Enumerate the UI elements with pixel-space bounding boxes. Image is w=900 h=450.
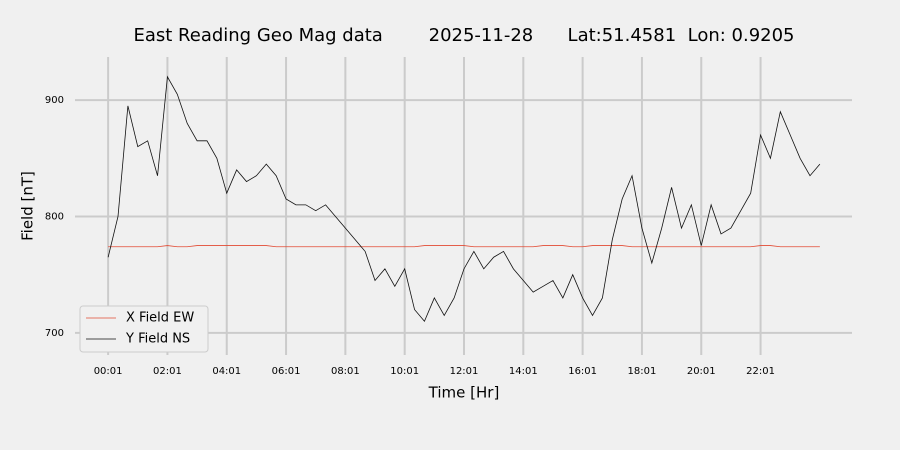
x-axis-label: Time [Hr] xyxy=(428,384,500,402)
legend-label: Y Field NS xyxy=(125,332,190,347)
x-tick-label: 04:01 xyxy=(212,366,241,377)
x-tick-label: 16:01 xyxy=(568,366,597,377)
x-tick-label: 08:01 xyxy=(331,366,360,377)
x-tick-label: 18:01 xyxy=(628,366,657,377)
x-tick-label: 20:01 xyxy=(687,366,716,377)
x-tick-label: 14:01 xyxy=(509,366,538,377)
y-tick-label: 700 xyxy=(45,328,64,339)
x-tick-label: 06:01 xyxy=(272,366,301,377)
x-tick-label: 22:01 xyxy=(746,366,775,377)
legend-box xyxy=(79,305,209,353)
x-tick-label: 00:01 xyxy=(94,366,123,377)
x-tick-label: 02:01 xyxy=(153,366,182,377)
y-tick-label: 800 xyxy=(45,211,64,222)
chart-title: East Reading Geo Mag data 2025-11-28 Lat… xyxy=(133,25,794,46)
y-tick-label: 900 xyxy=(45,95,64,106)
series-line xyxy=(107,75,821,322)
x-tick-label: 12:01 xyxy=(450,366,479,377)
x-tick-label: 10:01 xyxy=(390,366,419,377)
legend-label: X Field EW xyxy=(126,311,194,326)
legend: X Field EW Y Field NS xyxy=(79,305,209,353)
series-line xyxy=(108,245,820,248)
y-axis-label: Field [nT] xyxy=(19,171,37,241)
